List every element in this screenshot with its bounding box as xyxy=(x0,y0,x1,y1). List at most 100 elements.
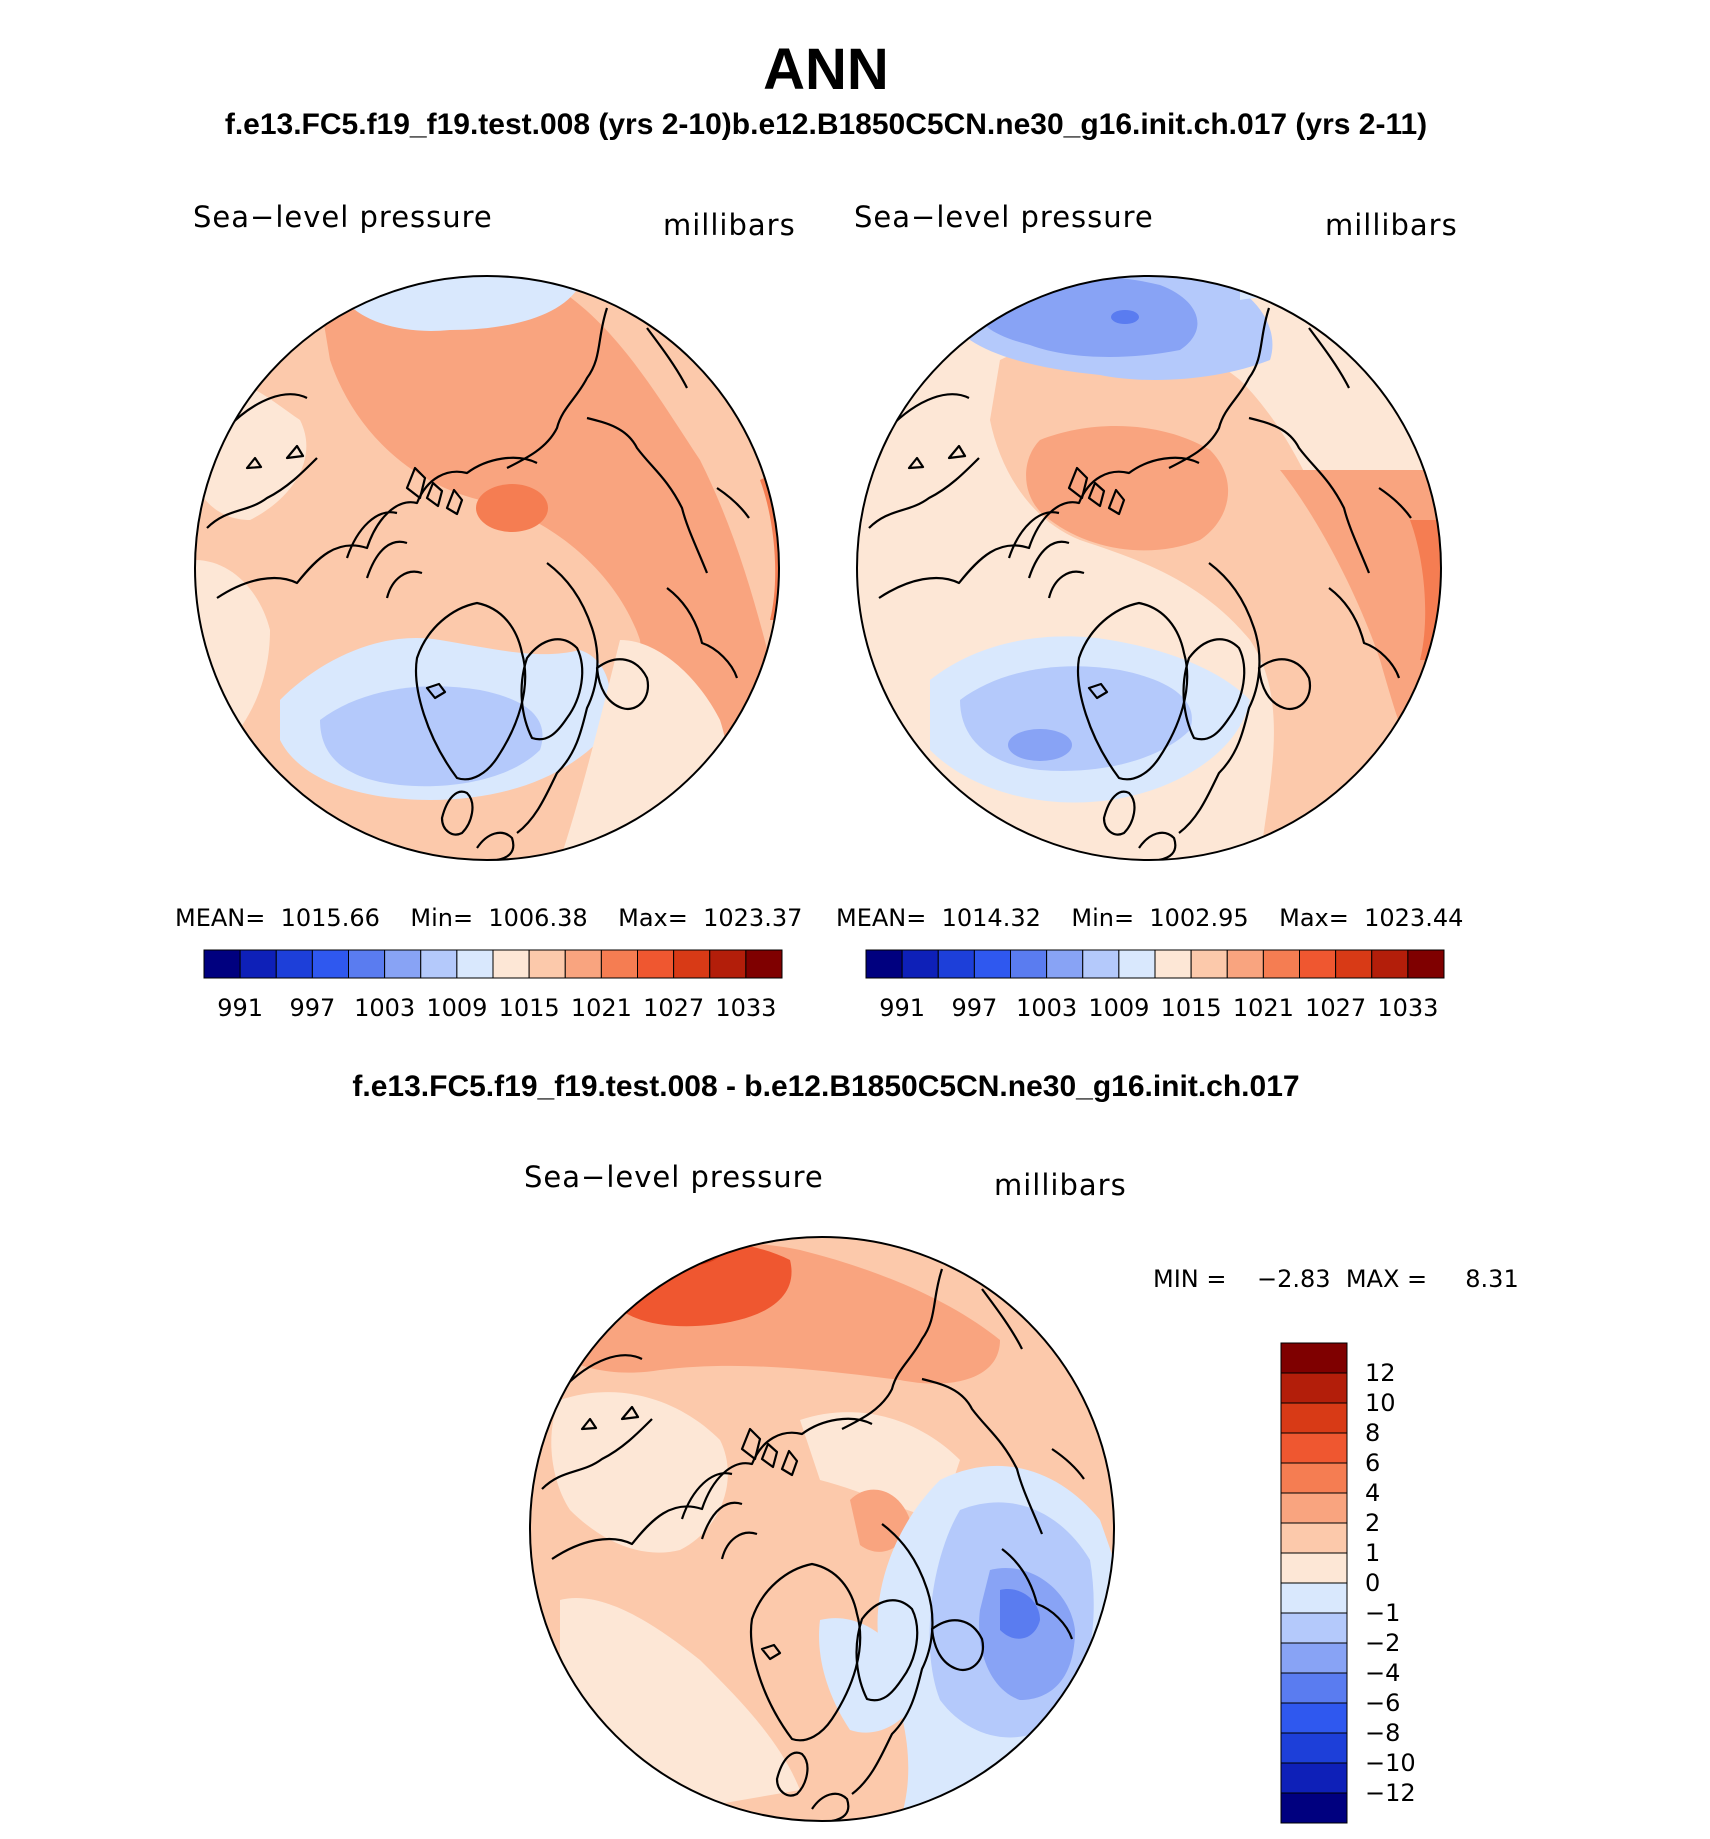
panel1-stats: MEAN= 1015.66 Min= 1006.38 Max= 1023.37 xyxy=(175,904,802,932)
panel2-colorbar-swatch xyxy=(1262,949,1300,979)
panel2-colorbar-swatch xyxy=(1407,949,1445,979)
panel1-colorbar-tick-label: 1027 xyxy=(643,994,704,1022)
panel1-colorbar-swatch xyxy=(384,949,422,979)
panel3-colorbar-swatch xyxy=(1280,1462,1348,1494)
panel2-max-value: 1023.44 xyxy=(1364,904,1464,932)
panel3-colorbar-swatch xyxy=(1280,1762,1348,1794)
panel2-mean-label: MEAN= xyxy=(836,904,927,932)
panel3-colorbar-swatch xyxy=(1280,1582,1348,1614)
panel2-colorbar-swatch xyxy=(1190,949,1228,979)
figure-title: ANN xyxy=(763,37,889,102)
panel2-colorbar-tick-label: 1027 xyxy=(1305,994,1366,1022)
panel2-variable-label: Sea−level pressure xyxy=(854,200,1154,234)
panel1-colorbar-swatch xyxy=(637,949,675,979)
panel1-colorbar-tick-label: 991 xyxy=(217,994,263,1022)
panel1-colorbar-swatch xyxy=(600,949,638,979)
panel3-colorbar-tick-label: 10 xyxy=(1365,1389,1396,1417)
panel1-colorbar-swatch xyxy=(564,949,602,979)
panel3-colorbar-tick-label: 8 xyxy=(1365,1419,1380,1447)
panel2-units-label: millibars xyxy=(1325,208,1458,242)
panel2-colorbar-swatch xyxy=(1118,949,1156,979)
panel3-colorbar-tick-label: −12 xyxy=(1365,1779,1416,1807)
panel2-colorbar-tick-label: 1021 xyxy=(1233,994,1294,1022)
panel2-colorbar-tick-label: 991 xyxy=(879,994,925,1022)
panel1-max-label: Max= xyxy=(618,904,688,932)
panel3-colorbar-swatch xyxy=(1280,1372,1348,1404)
panel1-map xyxy=(194,275,780,861)
panel2-colorbar-swatch xyxy=(865,949,903,979)
panel3-colorbar-swatch xyxy=(1280,1342,1348,1374)
panel2-colorbar-tick-label: 997 xyxy=(951,994,997,1022)
panel2-colorbar-tick-label: 1009 xyxy=(1088,994,1149,1022)
panel2-colorbar-swatch xyxy=(937,949,975,979)
panel1-colorbar-tick-label: 997 xyxy=(289,994,335,1022)
panel2-max-label: Max= xyxy=(1279,904,1349,932)
panel3-colorbar-tick-label: −10 xyxy=(1365,1749,1416,1777)
panel3-max-label: MAX = xyxy=(1345,1265,1428,1293)
panel3-colorbar-swatch xyxy=(1280,1492,1348,1524)
panel1-colorbar-swatch xyxy=(745,949,783,979)
panel3-colorbar-tick-label: 4 xyxy=(1365,1479,1380,1507)
panel2-colorbar-swatch xyxy=(1154,949,1192,979)
panel3-colorbar-tick-label: 12 xyxy=(1365,1359,1396,1387)
panel3-colorbar-swatch xyxy=(1280,1402,1348,1434)
panel2-colorbar-swatch xyxy=(1082,949,1120,979)
panel3-max-value: 8.31 xyxy=(1465,1265,1519,1293)
panel1-colorbar-swatch xyxy=(348,949,386,979)
panel2-colorbar-swatch xyxy=(901,949,939,979)
panel2-colorbar-swatch xyxy=(1226,949,1264,979)
panel2-min-label: Min= xyxy=(1071,904,1135,932)
panel2-colorbar-tick-label: 1015 xyxy=(1161,994,1222,1022)
panel3-stats: MIN = −2.83 MAX = 8.31 xyxy=(1153,1265,1519,1293)
panel2-colorbar-swatch xyxy=(1335,949,1373,979)
panel1-colorbar-swatch xyxy=(311,949,349,979)
panel2-colorbar-swatch xyxy=(1299,949,1337,979)
panel3-colorbar-swatch xyxy=(1280,1432,1348,1464)
panel1-colorbar-swatch xyxy=(673,949,711,979)
panel1-colorbar-swatch xyxy=(239,949,277,979)
panel1-min-label: Min= xyxy=(410,904,474,932)
panel1-colorbar-swatch xyxy=(492,949,530,979)
figure-subtitle: f.e13.FC5.f19_f19.test.008 (yrs 2-10)b.e… xyxy=(224,108,1428,141)
panel2-colorbar-tick-label: 1003 xyxy=(1016,994,1077,1022)
panel3-colorbar-tick-label: 6 xyxy=(1365,1449,1380,1477)
panel1-colorbar-swatch xyxy=(203,949,241,979)
panel3-colorbar-tick-label: −8 xyxy=(1365,1719,1400,1747)
panel3-colorbar-tick-label: 1 xyxy=(1365,1539,1380,1567)
panel2-colorbar-tick-label: 1033 xyxy=(1377,994,1438,1022)
panel1-max-value: 1023.37 xyxy=(703,904,803,932)
panel3-colorbar-swatch xyxy=(1280,1522,1348,1554)
panel2-min-value: 1002.95 xyxy=(1149,904,1249,932)
panel3-units-label: millibars xyxy=(994,1168,1127,1202)
panel3-colorbar-tick-label: 2 xyxy=(1365,1509,1380,1537)
panel1-colorbar-tick-label: 1003 xyxy=(354,994,415,1022)
panel2-colorbar: 991 997 1003 1009 1015 1021 1027 1033 xyxy=(865,949,1445,1022)
panel3-colorbar-tick-label: −2 xyxy=(1365,1629,1400,1657)
panel1-colorbar-tick-label: 1021 xyxy=(571,994,632,1022)
panel3-variable-label: Sea−level pressure xyxy=(524,1160,824,1194)
panel2-mean-value: 1014.32 xyxy=(941,904,1041,932)
panel1-min-value: 1006.38 xyxy=(488,904,588,932)
panel3-colorbar-tick-label: 0 xyxy=(1365,1569,1380,1597)
panel3-colorbar-tick-label: −4 xyxy=(1365,1659,1400,1687)
panel3-colorbar-swatch xyxy=(1280,1732,1348,1764)
panel2-colorbar-swatch xyxy=(1371,949,1409,979)
panel1-colorbar-swatch xyxy=(275,949,313,979)
panel3-min-label: MIN = xyxy=(1153,1265,1227,1293)
panel3-colorbar-swatch xyxy=(1280,1552,1348,1584)
panel3-min-value: −2.83 xyxy=(1257,1265,1331,1293)
panel3-map xyxy=(529,1236,1115,1822)
panel1-colorbar-swatch xyxy=(528,949,566,979)
panel3-colorbar-swatch xyxy=(1280,1642,1348,1674)
panel3-colorbar-swatch xyxy=(1280,1672,1348,1704)
panel1-colorbar-swatch xyxy=(420,949,458,979)
panel2-stats: MEAN= 1014.32 Min= 1002.95 Max= 1023.44 xyxy=(836,904,1463,932)
panel1-mean-label: MEAN= xyxy=(175,904,266,932)
panel2-map xyxy=(856,275,1442,861)
panel1-colorbar-tick-label: 1033 xyxy=(715,994,776,1022)
panel1-colorbar-tick-label: 1015 xyxy=(499,994,560,1022)
panel2-colorbar-swatch xyxy=(1010,949,1048,979)
panel1-units-label: millibars xyxy=(663,208,796,242)
